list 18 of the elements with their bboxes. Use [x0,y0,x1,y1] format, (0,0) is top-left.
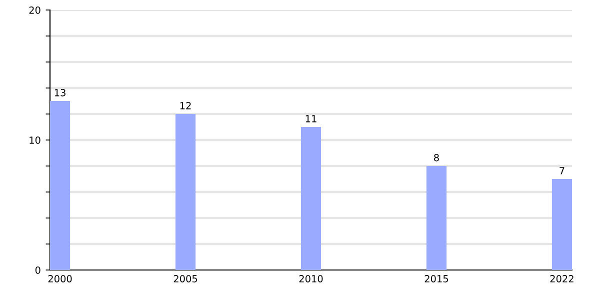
bar [426,166,447,270]
bar [300,127,322,270]
bar [50,101,70,270]
data-label: 8 [434,154,439,162]
data-label: 12 [180,102,191,110]
data-label: 13 [54,88,66,96]
bar [175,114,196,270]
y-tick-label: 0 [35,266,40,274]
x-tick-label: 2010 [299,275,323,282]
y-tick-label: 20 [29,6,40,14]
x-tick-label: 2015 [424,275,448,282]
bar [552,179,572,270]
x-tick-label: 2000 [48,275,72,282]
x-tick-label: 2005 [174,275,198,282]
data-label: 7 [560,167,564,174]
x-tick-label: 2022 [550,275,574,282]
data-label: 11 [306,115,316,122]
y-tick-label: 10 [30,136,40,144]
